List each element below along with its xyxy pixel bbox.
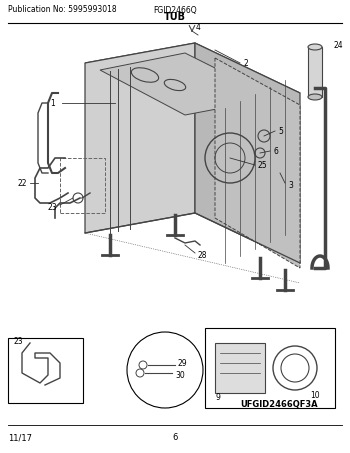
Text: 23: 23 (47, 202, 57, 212)
Text: 30: 30 (175, 371, 185, 380)
Text: FGID2466Q: FGID2466Q (153, 5, 197, 14)
Text: 5: 5 (278, 126, 283, 135)
Bar (215, 343, 265, 393)
Text: 25: 25 (257, 160, 267, 169)
Bar (205, 328, 335, 408)
Polygon shape (100, 53, 275, 115)
Text: 1: 1 (50, 98, 55, 107)
Bar (8, 338, 83, 403)
Text: Publication No: 5995993018: Publication No: 5995993018 (8, 5, 117, 14)
Text: 28: 28 (197, 251, 206, 260)
Text: 4: 4 (196, 23, 201, 32)
Text: 3: 3 (288, 180, 293, 189)
Text: 24: 24 (333, 40, 343, 49)
Polygon shape (195, 43, 300, 263)
Text: TUB: TUB (164, 12, 186, 22)
Polygon shape (85, 43, 300, 113)
Text: UFGID2466QF3A: UFGID2466QF3A (240, 400, 318, 410)
Text: 23: 23 (13, 337, 23, 346)
Bar (60, 158, 105, 213)
Text: 10: 10 (310, 391, 320, 400)
Polygon shape (215, 58, 300, 268)
Text: 11/17: 11/17 (8, 434, 32, 443)
Text: 22: 22 (18, 178, 27, 188)
Text: 9: 9 (215, 394, 220, 403)
Text: 2: 2 (243, 58, 248, 67)
Polygon shape (308, 47, 322, 97)
Ellipse shape (308, 94, 322, 100)
Polygon shape (85, 43, 195, 233)
Text: 29: 29 (178, 358, 188, 367)
Text: 6: 6 (273, 146, 278, 155)
Ellipse shape (308, 44, 322, 50)
Circle shape (127, 332, 203, 408)
Text: 6: 6 (172, 434, 178, 443)
